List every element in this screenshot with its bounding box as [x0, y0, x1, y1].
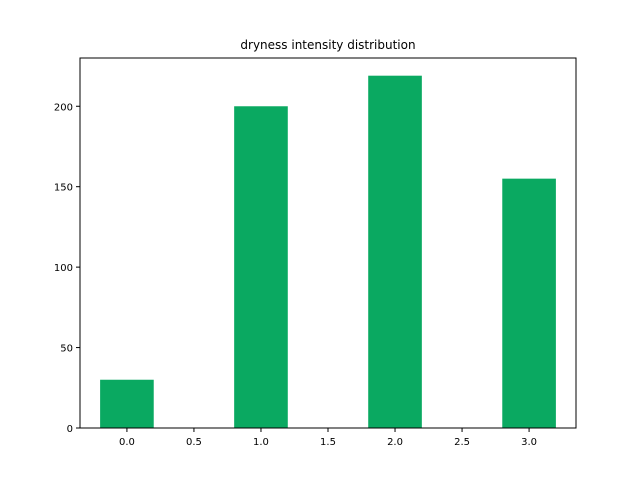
x-tick-label: 0.0 [119, 437, 135, 448]
y-tick-label: 100 [54, 263, 73, 274]
plot-frame [79, 57, 577, 429]
bar-0 [100, 379, 154, 428]
x-tick-label: 1.0 [253, 437, 269, 448]
bar-1 [234, 106, 288, 429]
x-axis: 0.0 0.5 1.0 1.5 2.0 2.5 3.0 [119, 428, 537, 448]
y-tick-label: 50 [60, 344, 73, 355]
x-tick-label: 3.0 [521, 437, 537, 448]
y-tick-label: 150 [54, 183, 73, 194]
x-tick-label: 2.5 [454, 437, 470, 448]
y-tick-label: 200 [54, 102, 73, 113]
bar-3 [502, 178, 556, 428]
chart-title: dryness intensity distribution [240, 38, 415, 52]
x-tick-label: 0.5 [186, 437, 202, 448]
x-tick-label: 2.0 [387, 437, 403, 448]
y-tick-label: 0 [67, 424, 73, 435]
bar-2 [368, 75, 422, 429]
y-axis: 0 50 100 150 200 [54, 102, 80, 435]
x-tick-label: 1.5 [320, 437, 336, 448]
bars-group [100, 75, 556, 429]
